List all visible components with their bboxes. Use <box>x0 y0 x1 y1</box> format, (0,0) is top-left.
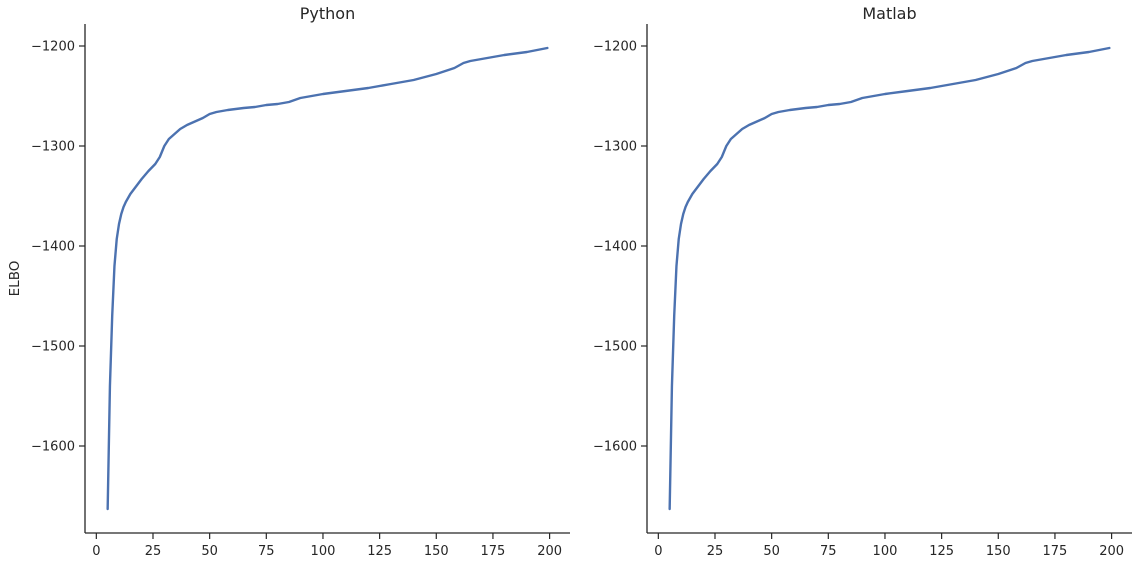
x-tick-label: 0 <box>654 544 662 559</box>
x-tick-label: 200 <box>1099 544 1124 559</box>
x-tick-label: 175 <box>481 544 506 559</box>
series-line-0 <box>668 46 1111 511</box>
y-tick-label: −1600 <box>593 440 637 455</box>
x-tick-label: 50 <box>763 544 780 559</box>
x-tick-label: 100 <box>311 544 336 559</box>
plot-title: Python <box>300 4 355 23</box>
x-tick-label: 150 <box>424 544 449 559</box>
x-tick-label: 50 <box>201 544 218 559</box>
x-tick-label: 125 <box>929 544 954 559</box>
x-tick-label: 25 <box>707 544 724 559</box>
x-tick-label: 125 <box>367 544 392 559</box>
x-tick-label: 25 <box>145 544 162 559</box>
series-line-0 <box>106 46 549 511</box>
y-tick-label: −1400 <box>593 240 637 255</box>
y-tick-label: −1200 <box>31 40 75 55</box>
x-tick-label: 0 <box>92 544 100 559</box>
x-tick-label: 200 <box>537 544 562 559</box>
x-tick-label: 100 <box>873 544 898 559</box>
panel-left: 0 25 50 75 100 125 150 175 200 −1200 −1300 −1400 −15… <box>7 4 570 559</box>
y-tick-label: −1300 <box>31 140 75 155</box>
y-tick-label: −1500 <box>593 340 637 355</box>
x-tick-label: 150 <box>986 544 1011 559</box>
y-tick-label: −1600 <box>31 440 75 455</box>
y-tick-label: −1300 <box>593 140 637 155</box>
y-tick-label: −1500 <box>31 340 75 355</box>
x-tick-label: 175 <box>1043 544 1068 559</box>
y-tick-label: −1400 <box>31 240 75 255</box>
y-axis-label: ELBO <box>7 261 23 297</box>
x-tick-label: 75 <box>258 544 275 559</box>
plot-title: Matlab <box>862 4 916 23</box>
y-tick-label: −1200 <box>593 40 637 55</box>
x-tick-label: 75 <box>820 544 837 559</box>
panel-right: 0 25 50 75 100 125 150 175 200 −1200 −1300 −1400 −15… <box>593 4 1132 559</box>
